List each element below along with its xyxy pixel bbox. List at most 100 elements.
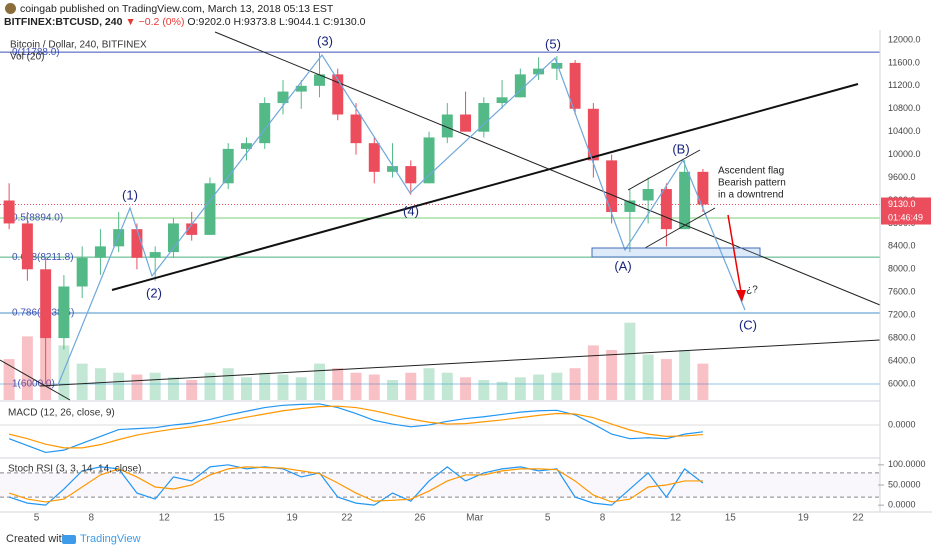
volume-bar: [332, 368, 344, 400]
candle-body: [167, 223, 179, 253]
y-tick-label: 7200.0: [888, 310, 916, 320]
volume-bar: [295, 377, 307, 400]
volume-bar: [186, 380, 198, 400]
volume-bar: [240, 377, 252, 400]
volume-bar: [606, 350, 618, 400]
volume-label: Vol (20): [10, 52, 44, 63]
note: in a downtrend: [718, 190, 784, 201]
candle-body: [642, 189, 654, 201]
y-tick-label: 10400.0: [888, 126, 921, 136]
stoch-title: Stoch RSI (3, 3, 14, 14, close): [8, 464, 141, 475]
candle-body: [222, 148, 234, 184]
wave-label: (B): [672, 141, 689, 156]
wave-label: (3): [317, 33, 333, 48]
avatar: [5, 3, 16, 14]
y-tick-label: 10000.0: [888, 149, 921, 159]
x-tick-label: 26: [414, 513, 426, 524]
volume-bar: [204, 372, 216, 400]
volume-bar: [551, 372, 563, 400]
candle-body: [277, 91, 289, 104]
volume-bar: [131, 374, 143, 400]
wave-label: (4): [403, 203, 419, 218]
last-price-label: 9130.0: [888, 199, 916, 209]
volume-bar: [314, 363, 325, 400]
volume-bar: [405, 372, 417, 400]
x-tick-label: 22: [853, 513, 865, 524]
flag-line: [644, 207, 716, 249]
x-tick-label: 19: [798, 513, 810, 524]
note: Ascendent flag: [718, 166, 784, 177]
trend-line: [111, 83, 859, 291]
arrow-head: [736, 290, 746, 302]
candle-body: [113, 229, 125, 247]
x-tick-label: 19: [287, 513, 299, 524]
brand[interactable]: TradingView: [80, 533, 141, 545]
fib-label: 0.618(8211.8): [12, 252, 74, 263]
candle-body: [149, 252, 161, 258]
candle-body: [186, 223, 198, 235]
symbol-line: BITFINEX:BTCUSD, 240 ▼ −0.2 (0%) O:9202.…: [4, 16, 365, 28]
arrow: [727, 214, 742, 293]
volume-bar: [624, 322, 636, 400]
author-line: coingab published on TradingView.com, Ma…: [20, 3, 334, 15]
y-tick-label: 7600.0: [888, 287, 916, 297]
candle-body: [660, 189, 672, 230]
volume-bar: [222, 368, 234, 400]
macd-tick-label: 0.0000: [888, 419, 916, 429]
candle-body: [423, 137, 435, 184]
wave-label: (1): [122, 187, 138, 202]
volume-bar: [478, 380, 490, 400]
volume-bar: [21, 336, 33, 400]
fib-label: 0(11788.0): [12, 47, 60, 58]
y-tick-label: 11600.0: [888, 57, 920, 67]
candle-body: [551, 62, 563, 69]
candle-body: [569, 62, 581, 109]
x-tick-label: 15: [725, 513, 737, 524]
x-tick-label: 8: [89, 513, 95, 524]
x-tick-label: 22: [341, 513, 353, 524]
x-tick-label: 8: [600, 513, 606, 524]
volume-bar: [460, 377, 472, 400]
trend-line: [0, 359, 71, 401]
volume-bar: [259, 372, 271, 400]
annotations: (1) (2) (3) (4) (5) (A) (B) (C) ¿? Ascen…: [122, 33, 786, 332]
x-tick-label: 15: [214, 513, 226, 524]
y-tick-label: 11200.0: [888, 80, 920, 90]
volume-bar: [697, 363, 709, 400]
candle-body: [514, 74, 526, 98]
candle-body: [441, 114, 453, 138]
y-tick-label: 6400.0: [888, 355, 916, 365]
candle-body: [387, 166, 399, 172]
macd-title: MACD (12, 26, close, 9): [8, 408, 115, 419]
candle-body: [350, 114, 362, 144]
x-tick-label: 12: [670, 513, 682, 524]
candle-body: [94, 246, 106, 258]
x-tick-label: Mar: [466, 513, 484, 524]
candle-body: [405, 166, 417, 184]
candle-body: [76, 257, 88, 287]
header: coingab published on TradingView.com, Ma…: [0, 0, 932, 30]
target-box: [591, 247, 761, 258]
candle-body: [478, 103, 490, 132]
footer: Created with TradingView: [0, 530, 932, 550]
stoch-tick-label: 0.0000: [888, 500, 916, 510]
volume-bar: [167, 377, 179, 400]
y-tick-label: 6000.0: [888, 378, 916, 388]
candle-body: [368, 143, 380, 172]
volume-bar: [587, 345, 599, 400]
stoch-d-line: [8, 466, 703, 503]
volume-bar: [3, 359, 15, 400]
candle-body: [606, 160, 618, 212]
trend-line: [39, 339, 881, 387]
candle-body: [3, 200, 15, 224]
candle-body: [679, 171, 691, 230]
candle-body: [131, 229, 143, 258]
wave-label: (A): [614, 258, 631, 273]
stoch-tick-label: 50.0000: [888, 479, 921, 489]
x-tick-label: 12: [159, 513, 171, 524]
countdown-box: [881, 211, 931, 225]
signal-line: [8, 405, 703, 449]
trend-line: [214, 31, 881, 306]
y-tick-label: 6800.0: [888, 332, 916, 342]
